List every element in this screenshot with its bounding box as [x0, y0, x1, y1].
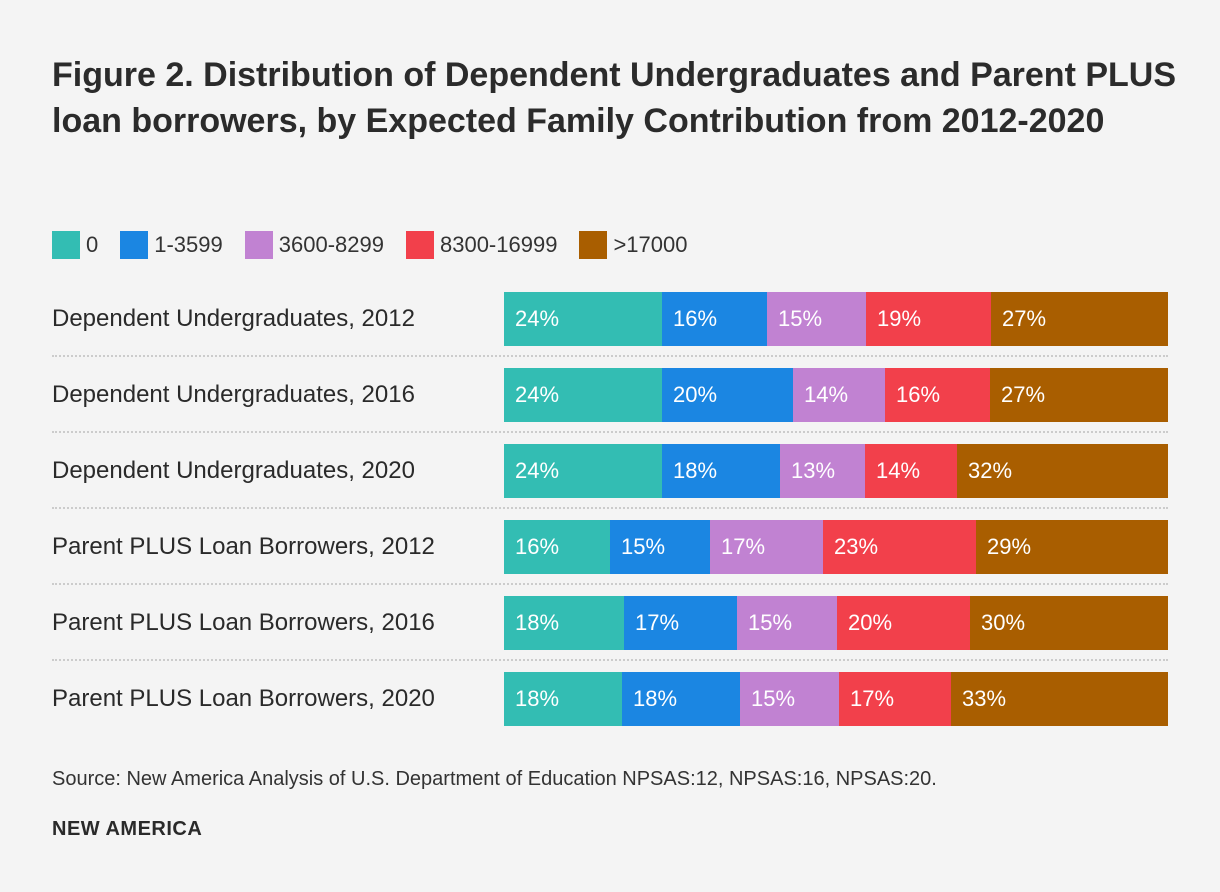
legend-label: 0 — [86, 232, 99, 257]
legend-item: 3600-8299 — [244, 231, 384, 259]
bar-segment: 29% — [976, 520, 1168, 574]
bar-segment: 24% — [504, 292, 662, 346]
bar-segment: 17% — [839, 672, 951, 726]
bar-segment: 15% — [767, 292, 866, 346]
legend-item: 0 — [52, 231, 98, 259]
bar-segment: 18% — [662, 444, 780, 498]
stacked-bar: 24% 18% 13% 14% 32% — [504, 444, 1168, 498]
stacked-bar: 16% 15% 17% 23% 29% — [504, 520, 1168, 574]
bar-segment: 17% — [624, 596, 737, 650]
chart-row: Dependent Undergraduates, 2020 24% 18% 13% 1… — [52, 444, 1168, 520]
bar-segment: 30% — [970, 596, 1168, 650]
legend-label: 1-3599 — [154, 232, 223, 257]
bar-segment: 20% — [662, 368, 793, 422]
legend: 0 1-3599 3600-8299 8300-16999 >17000 — [52, 231, 709, 259]
legend-swatch — [52, 231, 80, 259]
bar-segment: 18% — [504, 596, 624, 650]
legend-swatch — [120, 231, 149, 259]
bar-segment: 18% — [504, 672, 622, 726]
stacked-bar: 18% 17% 15% 20% 30% — [504, 596, 1168, 650]
bar-segment: 23% — [823, 520, 976, 574]
row-divider — [52, 507, 1168, 509]
bar-segment: 14% — [865, 444, 957, 498]
bar-segment: 15% — [740, 672, 839, 726]
legend-swatch — [579, 231, 608, 259]
source-note: Source: New America Analysis of U.S. Dep… — [52, 768, 937, 790]
category-label: Dependent Undergraduates, 2012 — [52, 305, 415, 332]
bar-segment: 14% — [793, 368, 885, 422]
row-divider — [52, 355, 1168, 357]
brand-logo-text: NEW AMERICA — [52, 818, 203, 840]
category-label: Dependent Undergraduates, 2020 — [52, 457, 415, 484]
bar-segment: 20% — [837, 596, 970, 650]
bar-segment: 17% — [710, 520, 823, 574]
category-label: Parent PLUS Loan Borrowers, 2012 — [52, 533, 435, 560]
bar-segment: 13% — [780, 444, 865, 498]
stacked-bar: 24% 20% 14% 16% 27% — [504, 368, 1168, 422]
bar-segment: 24% — [504, 444, 662, 498]
category-label: Parent PLUS Loan Borrowers, 2020 — [52, 685, 435, 712]
legend-swatch — [244, 231, 273, 259]
row-divider — [52, 583, 1168, 585]
legend-item: >17000 — [579, 231, 687, 259]
row-divider — [52, 431, 1168, 433]
chart-row: Parent PLUS Loan Borrowers, 2012 16% 15% 17… — [52, 520, 1168, 596]
chart-row: Parent PLUS Loan Borrowers, 2020 18% 18% 15… — [52, 672, 1168, 748]
legend-swatch — [405, 231, 434, 259]
bar-segment: 27% — [991, 292, 1168, 346]
stacked-bar-chart: Dependent Undergraduates, 2012 24% 16% 15% 1… — [52, 292, 1168, 748]
bar-segment: 16% — [885, 368, 990, 422]
legend-label: 3600-8299 — [278, 232, 384, 257]
chart-row: Parent PLUS Loan Borrowers, 2016 18% 17% 15… — [52, 596, 1168, 672]
row-divider — [52, 659, 1168, 661]
category-label: Parent PLUS Loan Borrowers, 2016 — [52, 609, 435, 636]
bar-segment: 15% — [737, 596, 837, 650]
bar-segment: 33% — [951, 672, 1168, 726]
bar-segment: 32% — [957, 444, 1168, 498]
stacked-bar: 24% 16% 15% 19% 27% — [504, 292, 1168, 346]
legend-item: 1-3599 — [120, 231, 223, 259]
bar-segment: 19% — [866, 292, 991, 346]
legend-item: 8300-16999 — [405, 231, 558, 259]
category-label: Dependent Undergraduates, 2016 — [52, 381, 415, 408]
legend-label: 8300-16999 — [439, 232, 558, 257]
legend-label: >17000 — [613, 232, 688, 257]
bar-segment: 24% — [504, 368, 662, 422]
bar-segment: 27% — [990, 368, 1168, 422]
bar-segment: 16% — [504, 520, 610, 574]
bar-segment: 16% — [662, 292, 767, 346]
bar-segment: 15% — [610, 520, 710, 574]
bar-segment: 18% — [622, 672, 740, 726]
chart-row: Dependent Undergraduates, 2016 24% 20% 14% 1… — [52, 368, 1168, 444]
chart-title: Figure 2. Distribution of Dependent Unde… — [52, 56, 1177, 140]
chart-row: Dependent Undergraduates, 2012 24% 16% 15% 1… — [52, 292, 1168, 368]
stacked-bar: 18% 18% 15% 17% 33% — [504, 672, 1168, 726]
